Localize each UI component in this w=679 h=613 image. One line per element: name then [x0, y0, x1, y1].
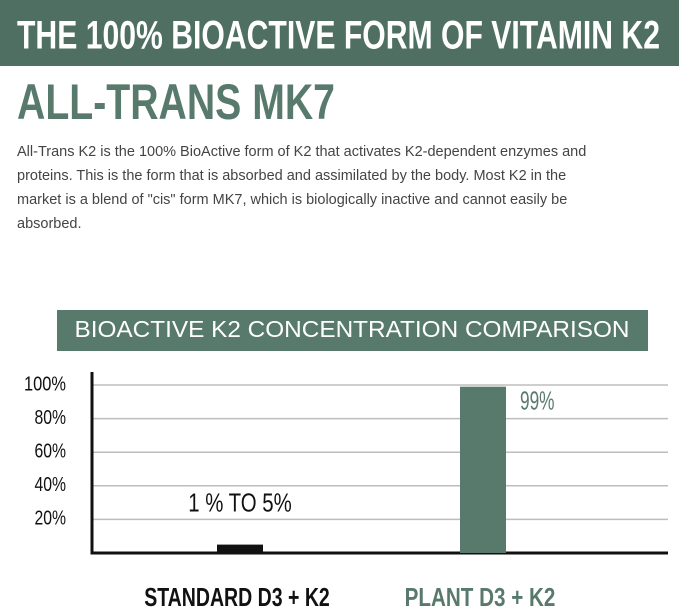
- y-tick-label: 60%: [35, 440, 67, 462]
- value-label: 1 % TO 5%: [188, 487, 292, 517]
- y-tick-label: 100%: [24, 373, 66, 395]
- intro: All-Trans K2 is the 100% BioActive form …: [17, 144, 586, 232]
- intro-line: proteins. This is the form that is absor…: [17, 168, 566, 184]
- intro-line: market is a blend of "cis" form MK7, whi…: [17, 192, 567, 208]
- banner-band: [0, 0, 679, 66]
- y-tick-label: 80%: [35, 407, 67, 429]
- x-tick-label: STANDARD D3 + K2: [144, 582, 330, 612]
- chart-title-band: [57, 310, 648, 351]
- headline: ALL-TRANS MK7: [17, 74, 335, 130]
- bar: [217, 544, 263, 553]
- chart: 20% 40% 60% 80% 100% STANDARD D3 + K2 1 % TO 5…: [24, 372, 668, 612]
- intro-line: All-Trans K2 is the 100% BioActive form …: [17, 144, 586, 160]
- banner: THE 100% BIOACTIVE FORM OF VITAMIN K2: [17, 14, 660, 58]
- y-tick-label: 20%: [35, 508, 67, 530]
- intro-line: absorbed.: [17, 216, 82, 232]
- chart-title: BIOACTIVE K2 CONCENTRATION COMPARISON: [75, 316, 630, 342]
- x-tick-label: PLANT D3 + K2: [405, 582, 556, 612]
- value-label: 99%: [520, 386, 555, 416]
- bar: [460, 386, 506, 553]
- y-tick-label: 40%: [35, 474, 67, 496]
